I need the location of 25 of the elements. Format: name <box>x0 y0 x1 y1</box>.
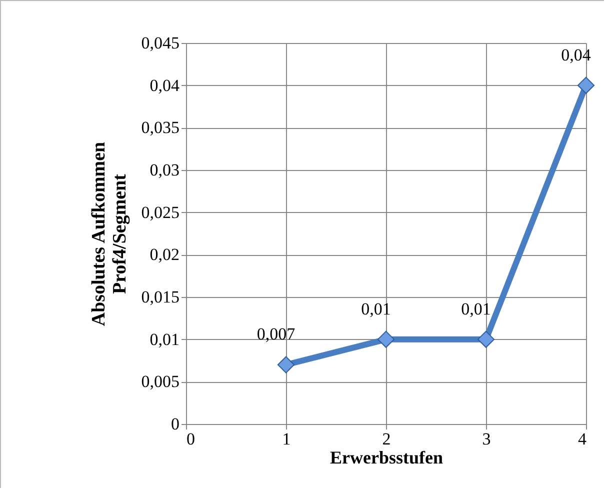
data-label: 0,01 <box>361 299 391 318</box>
y-tick-label: 0 <box>171 414 180 434</box>
x-tick-label: 0 <box>186 430 195 448</box>
x-tick-label: 2 <box>382 430 391 448</box>
point <box>377 330 395 348</box>
point <box>577 76 595 94</box>
y-tick-label: 0,035 <box>141 118 180 138</box>
y-tick-label: 0,03 <box>150 160 180 180</box>
y-tick-label: 0,01 <box>150 330 180 349</box>
point <box>477 330 495 348</box>
x-tick-label: 1 <box>282 430 291 448</box>
y-tick-label: 0,005 <box>141 372 180 392</box>
y-tick-label: 0,02 <box>150 245 180 264</box>
y-tick-label: 0,015 <box>141 288 180 306</box>
x-tick-label: 4 <box>578 430 587 448</box>
point <box>277 356 295 374</box>
y-tick-label: 0,04 <box>150 76 180 95</box>
data-label: 0,04 <box>561 45 592 64</box>
y-axis-title: Absolutes Aufkommen Prof4/Segment <box>88 141 130 326</box>
y-tick-label: 0,045 <box>141 34 180 52</box>
x-axis-title: Erwerbsstufen <box>330 448 443 468</box>
x-tick-label: 3 <box>482 430 491 448</box>
data-label: 0,01 <box>461 299 491 318</box>
y-tick-label: 0,025 <box>141 202 180 222</box>
data-label: 0,007 <box>256 324 296 344</box>
